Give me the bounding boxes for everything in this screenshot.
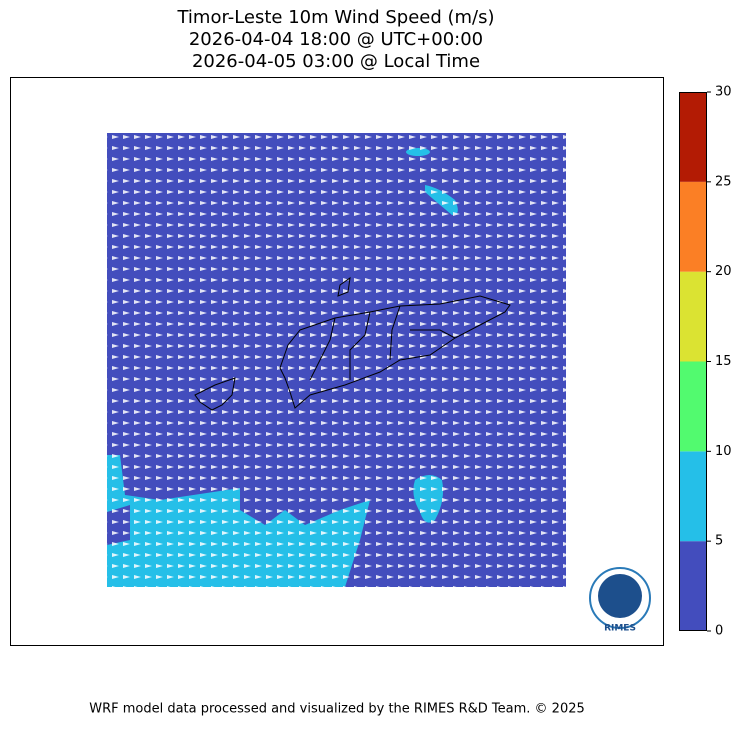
colorbar-segment [679, 271, 707, 362]
colorbar-tick-label: 30 [715, 85, 732, 100]
title-line: 2026-04-04 18:00 @ UTC+00:00 [189, 29, 483, 50]
colorbar-tick-label: 5 [715, 534, 723, 549]
colorbar-tick-label: 15 [715, 354, 732, 369]
title-line: 2026-04-05 03:00 @ Local Time [192, 51, 480, 72]
colorbar-frame [679, 92, 707, 631]
logo-text: RIMES [604, 624, 636, 634]
colorbar-segment [679, 92, 707, 182]
colorbar-segment [679, 361, 707, 452]
colorbar: 0 5 10 15 20 25 30 [679, 85, 732, 639]
colorbar-segment [679, 181, 707, 272]
footer: WRF model data processed and visualized … [89, 702, 585, 717]
colorbar-tick-label: 25 [715, 174, 732, 189]
wind-field [107, 133, 566, 587]
rimes-logo: RIMES [589, 567, 651, 634]
boundaries [194, 276, 511, 411]
colorbar-segment [679, 541, 707, 631]
title-line: Timor-Leste 10m Wind Speed (m/s) [176, 7, 494, 28]
colorbar-tick-label: 20 [715, 264, 732, 279]
colorbar-tick-label: 0 [715, 624, 723, 639]
colorbar-segment [679, 451, 707, 542]
colorbar-tick-label: 10 [715, 444, 732, 459]
